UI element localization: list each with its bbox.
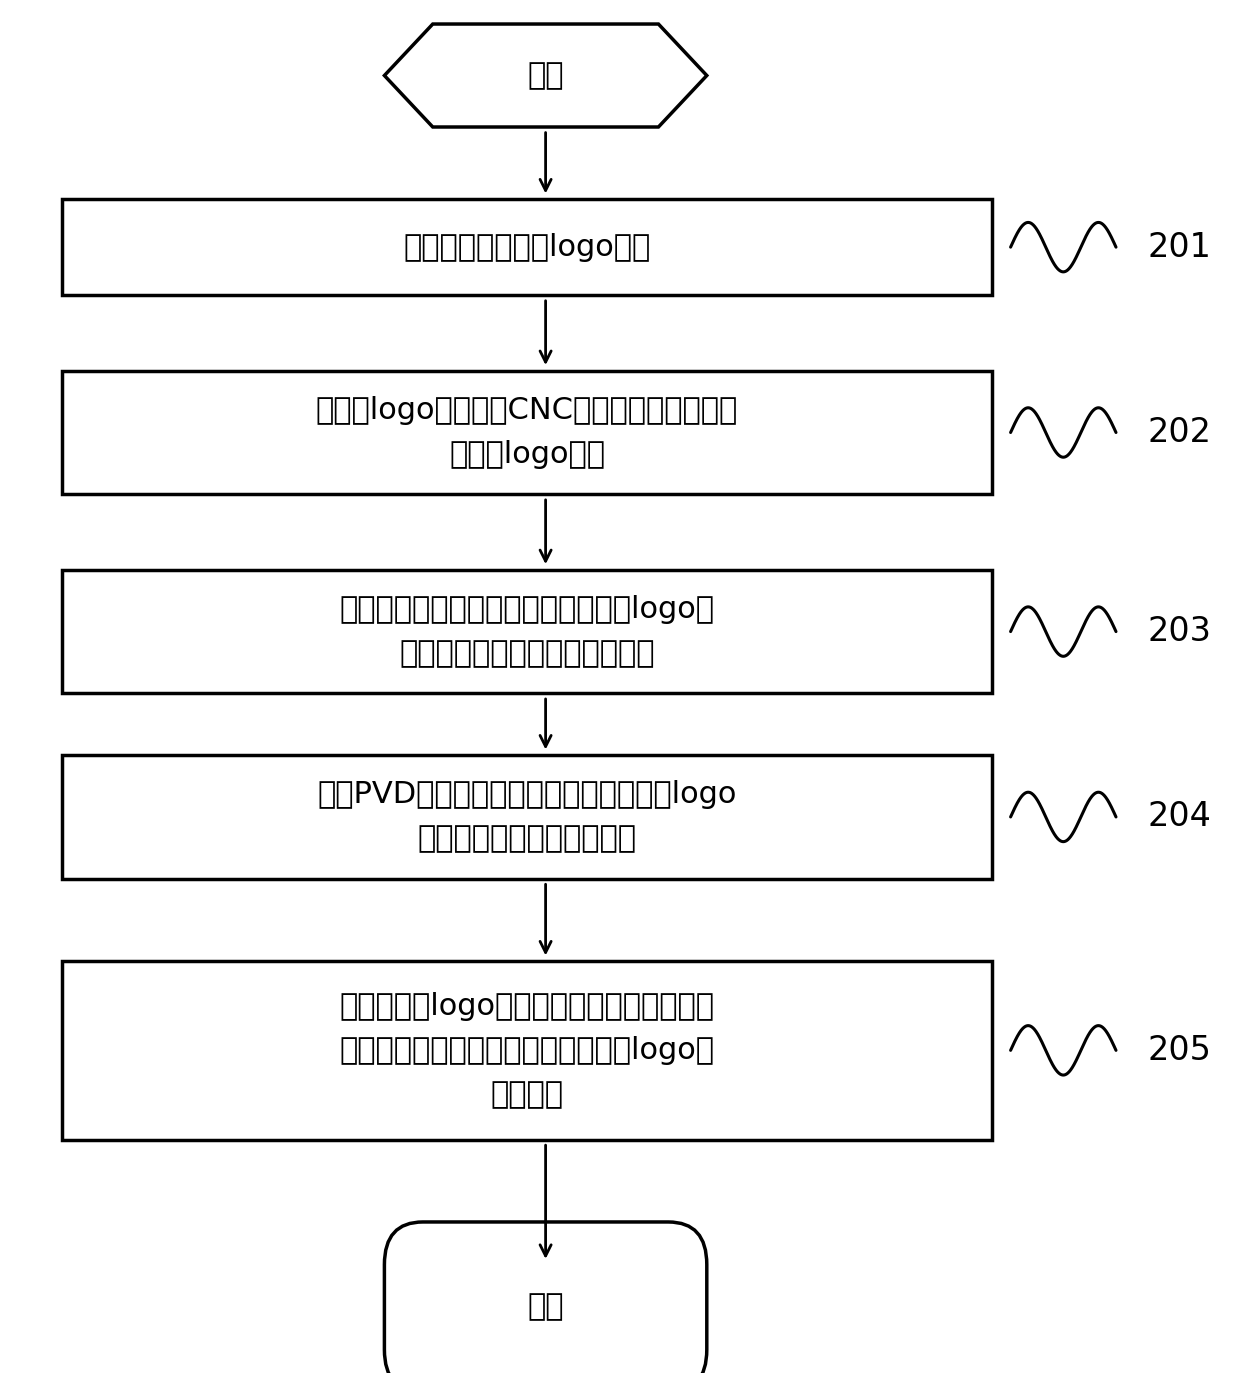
Bar <box>62 961 992 1140</box>
Text: 202: 202 <box>1147 416 1211 449</box>
Text: 体上进行穿透性的微孔加工处理: 体上进行穿透性的微孔加工处理 <box>399 638 655 669</box>
Text: 结束: 结束 <box>527 1292 564 1322</box>
Text: 利用PVD物理气相沉积技术，在所述三级logo: 利用PVD物理气相沉积技术，在所述三级logo <box>317 780 737 810</box>
FancyBboxPatch shape <box>384 1222 707 1373</box>
Text: 的二级logo本体: 的二级logo本体 <box>449 439 605 470</box>
Bar <box>62 570 992 693</box>
Text: 端的电池盖上，将传感器安装于三级logo本: 端的电池盖上，将传感器安装于三级logo本 <box>340 1035 714 1065</box>
Text: 将所述三级logo本体从里往外安装至移动终: 将所述三级logo本体从里往外安装至移动终 <box>340 991 714 1022</box>
Text: 通过激光開雕微孔技术，在所述二级logo本: 通过激光開雕微孔技术，在所述二级logo本 <box>340 595 714 625</box>
Text: 对所述logo本体进行CNC处理，获得预设尺寸: 对所述logo本体进行CNC处理，获得预设尺寸 <box>316 395 738 426</box>
Polygon shape <box>384 25 707 128</box>
Bar <box>62 199 992 295</box>
Text: 开始: 开始 <box>527 60 564 91</box>
Text: 203: 203 <box>1147 615 1211 648</box>
Text: 体的内侧: 体的内侧 <box>491 1079 563 1109</box>
Bar <box>62 755 992 879</box>
Text: 本体的表面上形成金属镰层: 本体的表面上形成金属镰层 <box>418 824 636 854</box>
Text: 205: 205 <box>1147 1034 1211 1067</box>
Text: 冲压处理获得初级logo本体: 冲压处理获得初级logo本体 <box>403 232 651 262</box>
Text: 201: 201 <box>1147 231 1211 264</box>
Text: 204: 204 <box>1147 800 1211 833</box>
Bar <box>62 371 992 494</box>
